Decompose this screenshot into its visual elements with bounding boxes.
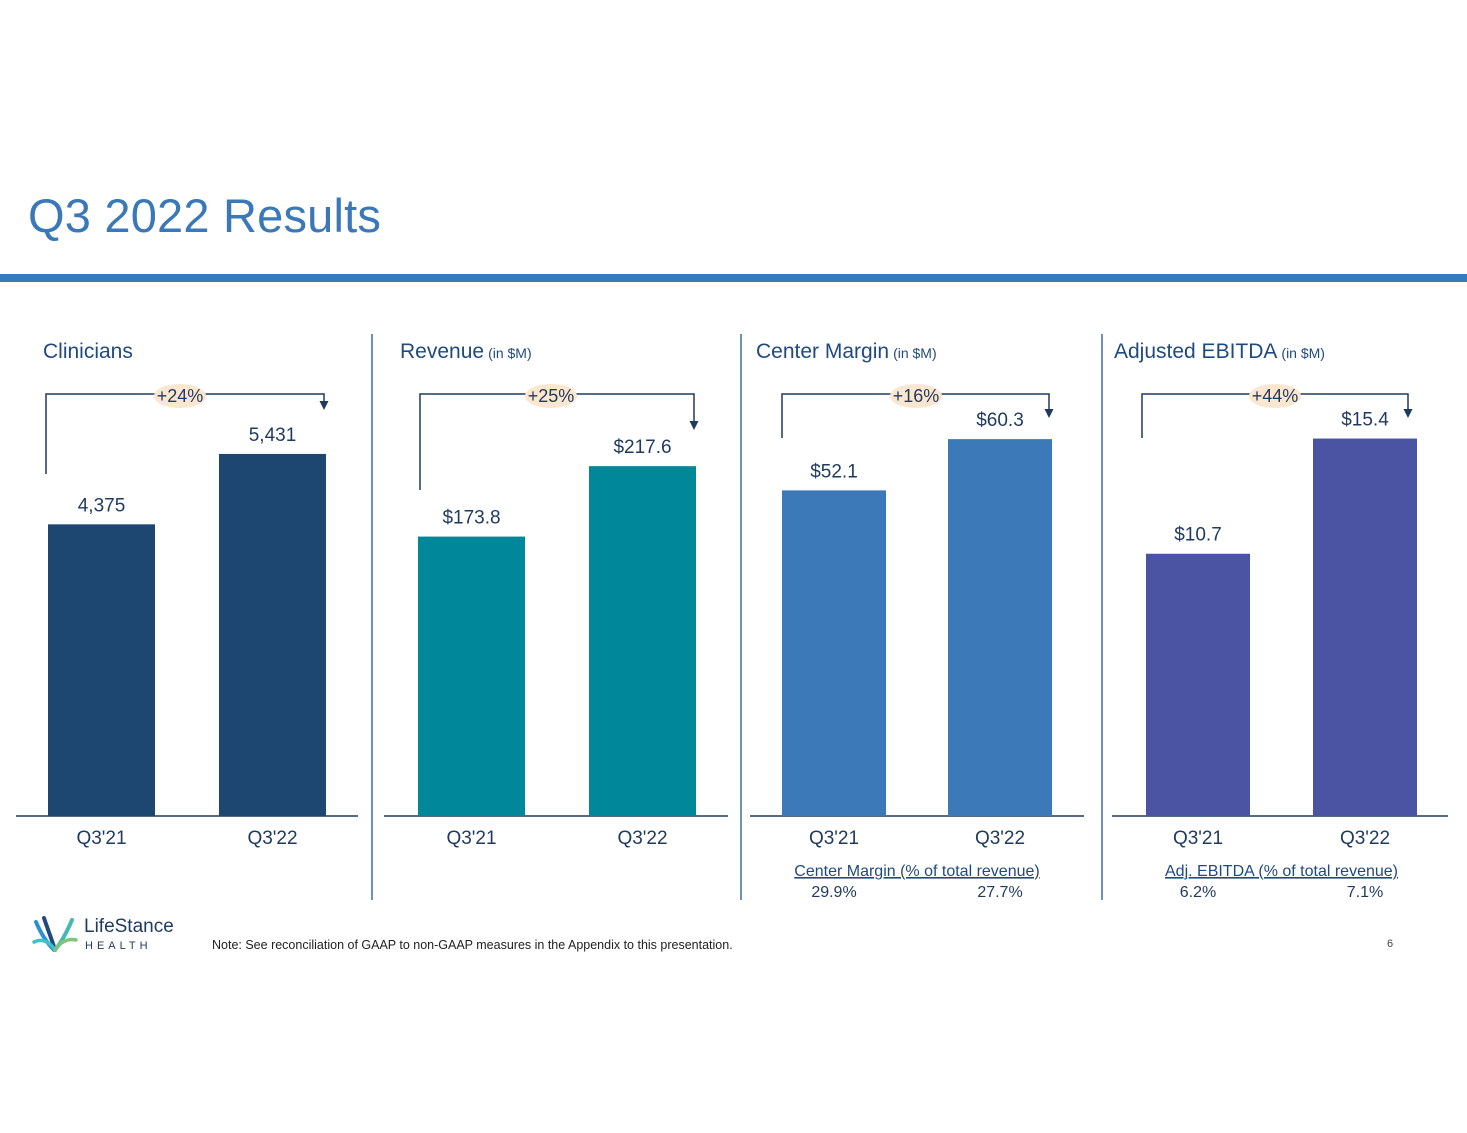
growth-arrowhead [1403, 409, 1413, 418]
growth-label: +44% [1252, 386, 1299, 406]
growth-label: +24% [157, 386, 204, 406]
revenue-panel-title: Revenue (in $M) [400, 340, 532, 364]
bar-value-label: 4,375 [78, 495, 126, 516]
bar-value-label: $10.7 [1174, 525, 1222, 546]
growth-arrowhead [319, 401, 329, 410]
logo-wordmark: LifeStance [84, 916, 174, 937]
panel-divider [1101, 334, 1103, 900]
bar [219, 453, 326, 816]
panel-title-unit: (in $M) [893, 345, 937, 361]
panel-title-text: Revenue [400, 340, 485, 363]
growth-label: +16% [893, 386, 940, 406]
x-tick-label: Q3'22 [1340, 828, 1390, 849]
x-tick-label: Q3'22 [617, 828, 667, 849]
page-number: 6 [1387, 938, 1394, 950]
x-tick-label: Q3'21 [1173, 828, 1223, 849]
x-tick-label: Q3'22 [975, 828, 1025, 849]
page-title: Q3 2022 Results [28, 189, 382, 242]
bar [48, 524, 155, 816]
panel-divider [740, 334, 742, 900]
x-tick-label: Q3'21 [76, 828, 126, 849]
margin-footnote-value: 7.1% [1347, 884, 1383, 901]
growth-arrowhead [1044, 409, 1054, 418]
growth-bubble [525, 384, 577, 408]
lifestance-logo: LifeStance HEALTH [32, 912, 192, 958]
bar [1313, 438, 1417, 816]
margin-footnote-label: Center Margin (% of total revenue) [794, 863, 1039, 880]
margin-footnote-label: Adj. EBITDA (% of total revenue) [1165, 863, 1398, 880]
growth-bubble [1249, 384, 1301, 408]
bar [1146, 553, 1250, 816]
panel-title-text: Center Margin [756, 340, 890, 363]
margin-footnote-value: 27.7% [977, 884, 1022, 901]
x-tick-label: Q3'21 [809, 828, 859, 849]
bar [589, 466, 696, 816]
panel-title-text: Clinicians [43, 340, 133, 363]
growth-arrowhead [689, 421, 699, 430]
panel-divider [371, 334, 373, 900]
growth-bubble [154, 384, 206, 408]
bar-value-label: $52.1 [810, 461, 858, 482]
x-tick-label: Q3'22 [247, 828, 297, 849]
bar [418, 536, 525, 816]
title-rule [0, 274, 1467, 282]
lifestance-logo-icon [32, 916, 78, 952]
panel-title-unit: (in $M) [488, 345, 532, 361]
bar-value-label: $217.6 [613, 437, 671, 458]
logo-subtitle: HEALTH [85, 940, 152, 952]
margin-footnote-value: 6.2% [1180, 884, 1216, 901]
x-tick-label: Q3'21 [446, 828, 496, 849]
center-margin-panel-title: Center Margin (in $M) [756, 340, 937, 364]
bar-value-label: 5,431 [249, 425, 297, 446]
bar [782, 490, 886, 816]
bar-value-label: $60.3 [976, 410, 1024, 431]
growth-bubble [890, 384, 942, 408]
bar-value-label: $173.8 [442, 508, 500, 529]
growth-label: +25% [528, 386, 575, 406]
bar-value-label: $15.4 [1341, 410, 1389, 431]
panel-title-text: Adjusted EBITDA [1114, 340, 1278, 363]
panel-title-unit: (in $M) [1281, 345, 1325, 361]
margin-footnote-value: 29.9% [811, 884, 856, 901]
footer-note: Note: See reconciliation of GAAP to non-… [212, 938, 733, 952]
ebitda-panel-title: Adjusted EBITDA (in $M) [1114, 340, 1325, 364]
clinicians-panel-title: Clinicians [43, 340, 133, 364]
bar [948, 439, 1052, 816]
